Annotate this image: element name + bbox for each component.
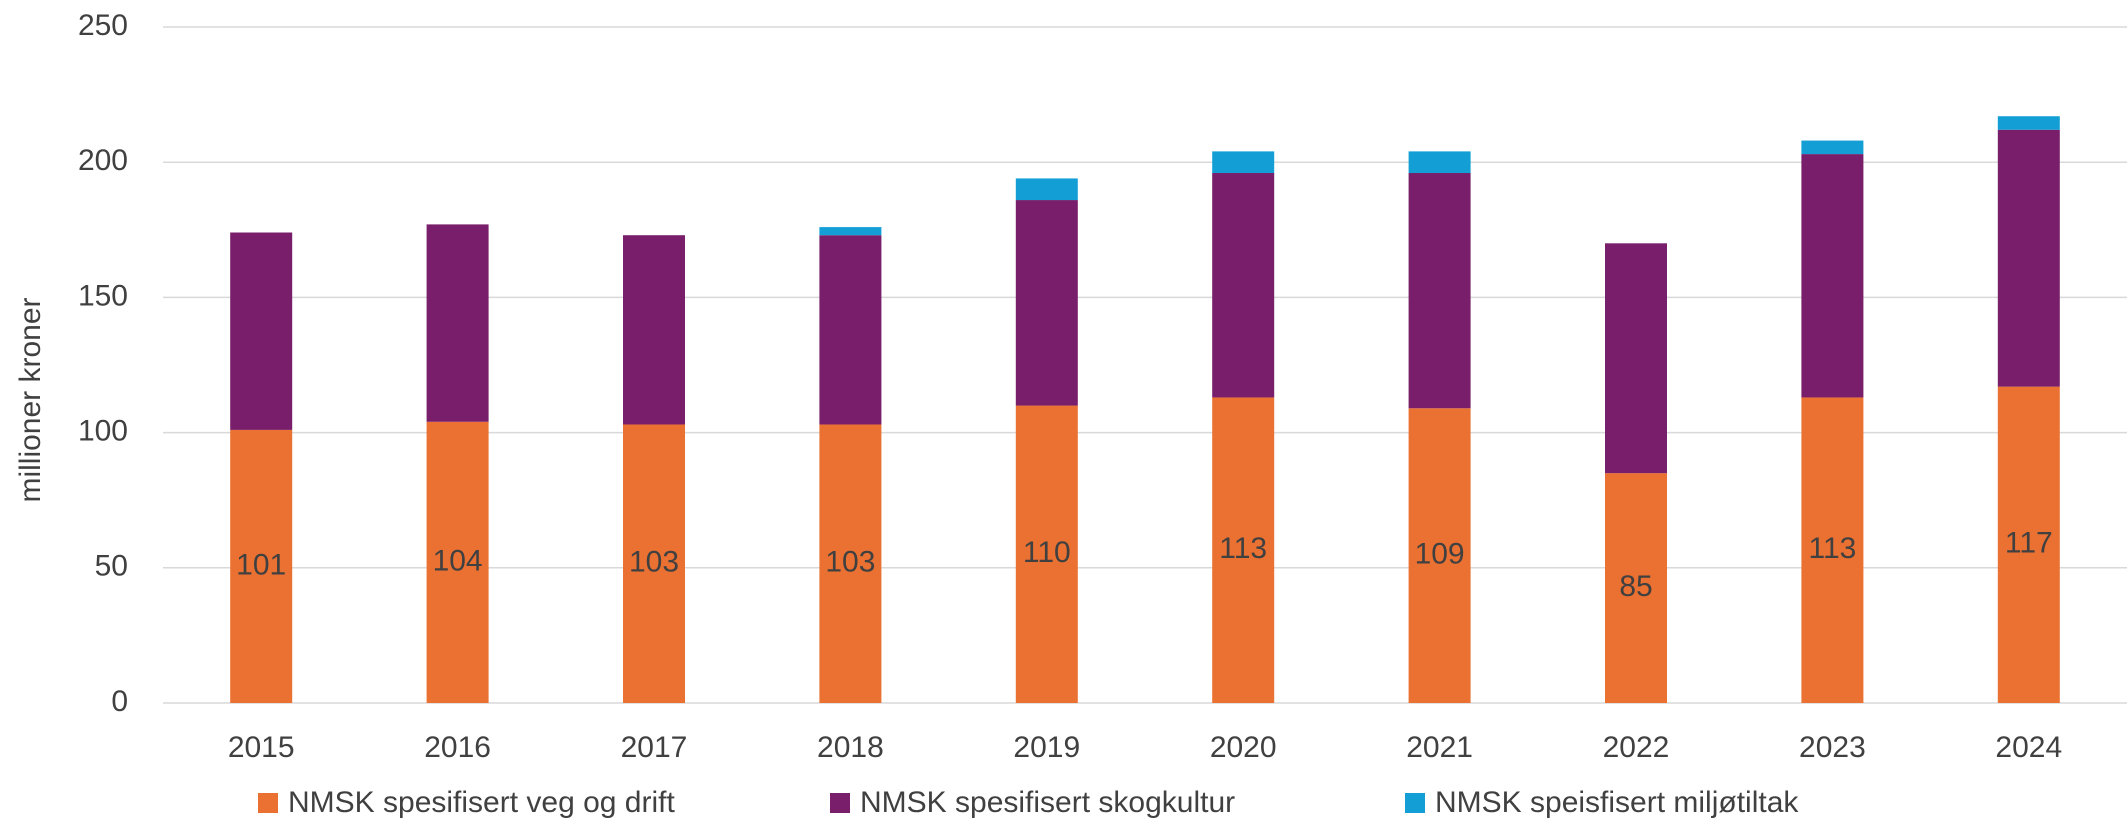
bar-segment xyxy=(1408,408,1471,703)
bar-segment xyxy=(1605,473,1667,703)
bar-segment xyxy=(1997,129,2060,387)
data-label: 103 xyxy=(629,546,679,579)
bar-segment xyxy=(819,227,882,236)
bar-segment xyxy=(1801,140,1864,155)
x-tick-label: 2024 xyxy=(1995,731,2062,764)
y-tick-label: 150 xyxy=(78,279,128,312)
y-axis-label: millioner kroner xyxy=(14,297,47,502)
data-label: 113 xyxy=(1219,532,1267,565)
y-tick-label: 50 xyxy=(95,550,128,583)
y-tick-label: 250 xyxy=(78,9,128,42)
y-tick-label: 0 xyxy=(111,685,128,718)
bar-segment xyxy=(1997,386,2060,703)
data-label: 117 xyxy=(2005,527,2053,560)
legend-label: NMSK speisfisert miljøtiltak xyxy=(1435,786,1799,819)
data-label: 103 xyxy=(825,546,875,579)
legend-swatch xyxy=(830,793,850,813)
x-tick-label: 2017 xyxy=(621,731,688,764)
bar-segment xyxy=(623,235,685,425)
data-label: 85 xyxy=(1619,570,1652,603)
data-label: 110 xyxy=(1023,536,1071,569)
legend-swatch xyxy=(258,793,278,813)
x-tick-label: 2021 xyxy=(1406,731,1473,764)
x-tick-label: 2020 xyxy=(1210,731,1277,764)
bar-segment xyxy=(1801,397,1864,703)
bar-segment xyxy=(623,424,685,703)
x-tick-label: 2015 xyxy=(228,731,295,764)
bar-segment xyxy=(819,424,882,703)
data-label: 104 xyxy=(433,544,483,577)
bar-segment xyxy=(230,232,293,430)
bar-segment xyxy=(426,421,489,703)
x-tick-label: 2018 xyxy=(817,731,884,764)
x-tick-label: 2019 xyxy=(1013,731,1080,764)
x-tick-label: 2023 xyxy=(1799,731,1866,764)
bar-segment xyxy=(1408,173,1471,409)
bar-segment xyxy=(1212,151,1275,174)
y-tick-label: 100 xyxy=(78,415,128,448)
bar-segment xyxy=(1605,243,1667,474)
bar-segment xyxy=(1212,397,1275,703)
bar-segment xyxy=(1212,173,1275,398)
x-tick-label: 2016 xyxy=(424,731,491,764)
data-label: 113 xyxy=(1808,532,1856,565)
legend-label: NMSK spesifisert veg og drift xyxy=(288,786,675,819)
bar-segment xyxy=(1408,151,1471,174)
y-tick-label: 200 xyxy=(78,144,128,177)
legend-label: NMSK spesifisert skogkultur xyxy=(860,786,1235,819)
data-label: 101 xyxy=(236,548,286,581)
bar-segment xyxy=(230,429,293,703)
bar-segment xyxy=(819,235,882,425)
x-tick-label: 2022 xyxy=(1603,731,1670,764)
data-label: 109 xyxy=(1415,538,1465,571)
bar-segment xyxy=(426,224,489,422)
bar-segment xyxy=(1801,154,1864,398)
legend-swatch xyxy=(1405,793,1425,813)
bar-segment xyxy=(1997,116,2060,130)
bar-segment xyxy=(1015,200,1078,406)
bar-segment xyxy=(1015,405,1078,703)
bar-segment xyxy=(1015,178,1078,201)
